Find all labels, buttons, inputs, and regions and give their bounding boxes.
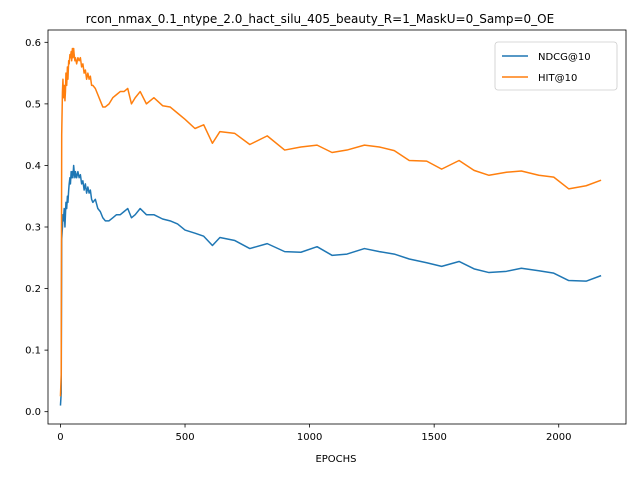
y-tick-label: 0.2 xyxy=(25,284,41,295)
y-tick-label: 0.0 xyxy=(25,407,41,418)
series-line-ndcg-10 xyxy=(59,164,602,406)
legend-label-hit: HIT@10 xyxy=(538,73,577,84)
y-tick-label: 0.5 xyxy=(25,99,41,110)
series-line-hit-10 xyxy=(59,47,602,397)
legend-box xyxy=(494,41,618,91)
y-tick-label: 0.3 xyxy=(25,223,41,234)
y-tick-label: 0.1 xyxy=(25,346,41,357)
x-tick-label: 1000 xyxy=(297,432,322,443)
y-tick-label: 0.4 xyxy=(25,161,41,172)
x-tick-label: 500 xyxy=(175,432,194,443)
y-axis-ticks: 0.0 0.1 0.2 0.3 0.4 0.5 0.6 xyxy=(25,38,48,418)
x-tick-label: 2000 xyxy=(546,432,571,443)
x-axis-label: EPOCHS xyxy=(315,454,356,465)
legend: NDCG@10 HIT@10 xyxy=(494,41,618,91)
x-tick-label: 0 xyxy=(57,432,63,443)
chart-title: rcon_nmax_0.1_ntype_2.0_hact_silu_405_be… xyxy=(86,12,554,26)
y-tick-label: 0.6 xyxy=(25,38,41,49)
x-axis-ticks: 0 500 1000 1500 2000 xyxy=(57,424,571,443)
series-layer xyxy=(59,47,602,406)
x-tick-label: 1500 xyxy=(421,432,446,443)
legend-label-ndcg: NDCG@10 xyxy=(538,52,591,63)
